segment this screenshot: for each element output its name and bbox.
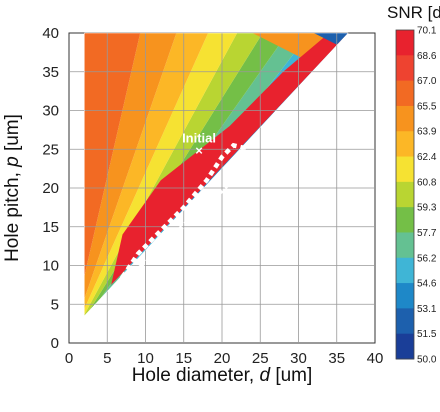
contour-band-corner bbox=[313, 33, 349, 45]
y-tick-label: 15 bbox=[42, 219, 59, 236]
colorbar: 70.1 68.6 67.0 65.5 63.9 62.4 60.8 59.3 57.7 56.2… bbox=[395, 26, 437, 366]
x-tick-label: 15 bbox=[175, 350, 192, 367]
colorbar-swatch bbox=[396, 207, 414, 233]
x-axis-ticks: 0 5 10 15 20 25 30 35 40 bbox=[65, 350, 384, 367]
y-tick-label: 30 bbox=[42, 103, 59, 120]
y-tick-label: 35 bbox=[42, 64, 59, 81]
x-axis-unit: [um] bbox=[270, 365, 312, 386]
optimum-region-loop bbox=[119, 142, 248, 283]
colorbar-swatch bbox=[396, 131, 414, 158]
y-axis-variable: p bbox=[2, 156, 23, 168]
x-tick-label: 25 bbox=[252, 350, 269, 367]
colorbar-swatch bbox=[396, 55, 414, 82]
colorbar-swatch bbox=[396, 80, 414, 107]
colorbar-swatch bbox=[396, 232, 414, 259]
y-tick-label: 0 bbox=[51, 335, 59, 352]
y-axis-title: Hole pitch, p [um] bbox=[2, 114, 23, 262]
colorbar-label: 60.8 bbox=[417, 177, 437, 188]
colorbar-label: 51.5 bbox=[417, 329, 437, 340]
colorbar-label: 59.3 bbox=[417, 203, 437, 214]
colorbar-label: 54.6 bbox=[417, 279, 437, 290]
colorbar-swatch bbox=[396, 283, 414, 309]
colorbar-label: 65.5 bbox=[417, 101, 437, 112]
colorbar-label: 63.9 bbox=[417, 127, 437, 138]
colorbar-label: 68.6 bbox=[417, 51, 437, 62]
y-tick-label: 5 bbox=[51, 296, 59, 313]
colorbar-swatch bbox=[396, 257, 414, 284]
colorbar-swatch bbox=[396, 30, 414, 56]
y-tick-label: 40 bbox=[42, 25, 59, 42]
x-tick-label: 30 bbox=[290, 350, 307, 367]
y-axis-ticks: 0 5 10 15 20 25 30 35 40 bbox=[42, 25, 59, 352]
x-tick-label: 35 bbox=[328, 350, 345, 367]
colorbar-title: SNR [dB] bbox=[387, 3, 440, 22]
colorbar-swatch bbox=[396, 156, 414, 183]
grid-lines bbox=[69, 33, 375, 343]
y-axis-unit: [um] bbox=[2, 114, 23, 156]
x-tick-label: 5 bbox=[103, 350, 111, 367]
x-tick-label: 20 bbox=[214, 350, 231, 367]
x-tick-label: 0 bbox=[65, 350, 73, 367]
y-tick-label: 20 bbox=[42, 180, 59, 197]
x-axis-title-text: Hole diameter, bbox=[132, 365, 260, 386]
colorbar-label: 67.0 bbox=[417, 76, 437, 87]
colorbar-label: 57.7 bbox=[417, 228, 437, 239]
colorbar-label: 53.1 bbox=[417, 304, 437, 315]
colorbar-swatch bbox=[396, 333, 414, 360]
colorbar-swatch bbox=[396, 308, 414, 335]
x-tick-label: 10 bbox=[137, 350, 154, 367]
colorbar-swatch bbox=[396, 105, 414, 132]
colorbar-label: 70.1 bbox=[417, 26, 437, 37]
colorbar-label: 62.4 bbox=[417, 152, 437, 163]
y-axis-title-text: Hole pitch, bbox=[2, 167, 23, 262]
x-tick-label: 40 bbox=[367, 350, 384, 367]
colorbar-frame bbox=[395, 29, 415, 360]
feasible-domain-edge bbox=[84, 32, 349, 317]
initial-marker: × bbox=[195, 143, 203, 158]
colorbar-swatch bbox=[396, 181, 414, 208]
y-tick-label: 25 bbox=[42, 141, 59, 158]
initial-label: Initial bbox=[182, 131, 216, 146]
x-axis-variable: d bbox=[259, 365, 271, 386]
x-axis-title: Hole diameter, d [um] bbox=[132, 365, 313, 386]
y-tick-label: 10 bbox=[42, 258, 59, 275]
colorbar-label: 56.2 bbox=[417, 253, 437, 264]
colorbar-label: 50.0 bbox=[417, 355, 437, 366]
